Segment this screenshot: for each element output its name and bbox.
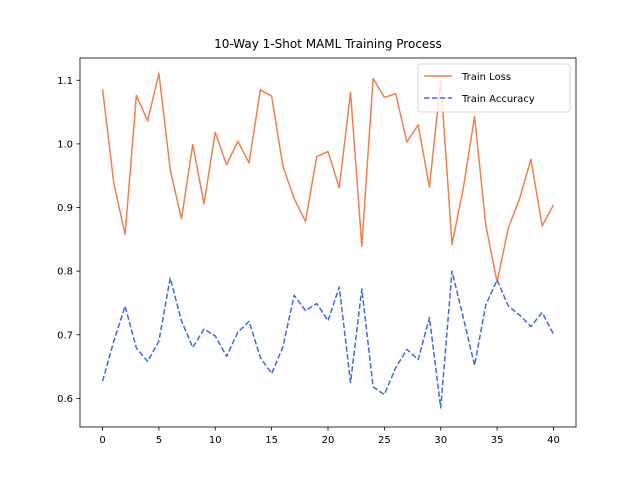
x-tick-label: 15 — [265, 435, 278, 446]
y-tick-label: 0.7 — [57, 330, 73, 341]
plot-frame — [79, 57, 577, 428]
series-line-train-loss — [101, 72, 555, 283]
y-tick-label: 0.8 — [57, 267, 73, 278]
chart-title: 10-Way 1-Shot MAML Training Process — [214, 37, 442, 51]
x-tick-label: 10 — [209, 435, 222, 446]
x-tick-label: 35 — [491, 435, 504, 446]
legend-label: Train Accuracy — [461, 94, 535, 105]
x-tick-label: 5 — [156, 435, 162, 446]
y-tick-label: 1.1 — [57, 76, 73, 87]
x-tick-label: 25 — [378, 435, 391, 446]
legend-label: Train Loss — [461, 72, 511, 83]
y-tick-label: 0.6 — [57, 394, 73, 405]
x-axis: 0 5 10 15 20 25 30 35 40 — [99, 427, 560, 446]
series-line-train-accuracy — [101, 270, 555, 409]
legend-box — [417, 63, 571, 113]
y-axis: 0.6 0.7 0.8 0.9 1.0 1.1 — [57, 76, 80, 405]
x-tick-label: 0 — [99, 435, 105, 446]
series-layer — [101, 72, 555, 409]
legend: Train Loss Train Accuracy — [417, 63, 571, 113]
y-tick-label: 0.9 — [57, 203, 73, 214]
y-tick-label: 1.0 — [57, 139, 73, 150]
x-tick-label: 40 — [547, 435, 560, 446]
x-tick-label: 20 — [322, 435, 335, 446]
x-tick-label: 30 — [434, 435, 447, 446]
